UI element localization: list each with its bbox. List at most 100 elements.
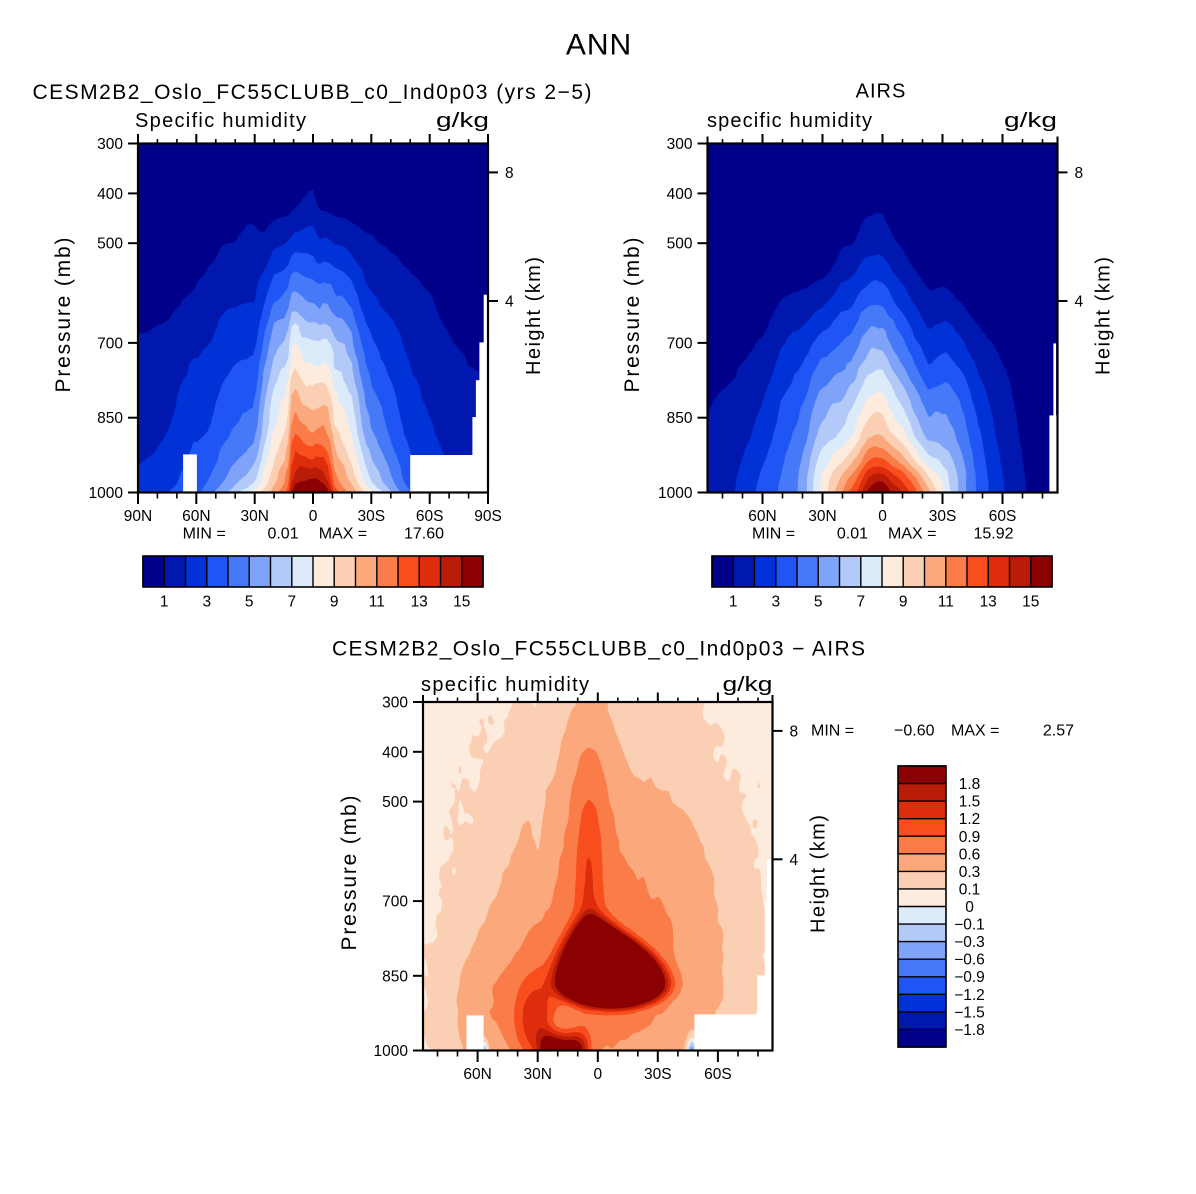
svg-text:MIN =: MIN = bbox=[752, 526, 795, 543]
svg-text:−0.3: −0.3 bbox=[954, 934, 985, 951]
svg-text:5: 5 bbox=[814, 594, 823, 611]
svg-text:1: 1 bbox=[729, 594, 738, 611]
svg-text:−1.8: −1.8 bbox=[954, 1022, 985, 1039]
svg-text:MAX =: MAX = bbox=[888, 526, 936, 543]
svg-text:60N: 60N bbox=[182, 508, 210, 525]
svg-text:60N: 60N bbox=[748, 508, 776, 525]
svg-text:1000: 1000 bbox=[374, 1043, 409, 1060]
svg-text:9: 9 bbox=[899, 594, 908, 611]
svg-text:g/kg: g/kg bbox=[1004, 110, 1057, 132]
svg-text:0.6: 0.6 bbox=[959, 846, 981, 863]
svg-text:AIRS: AIRS bbox=[856, 81, 907, 103]
svg-text:0: 0 bbox=[593, 1066, 602, 1083]
svg-text:15: 15 bbox=[1022, 594, 1039, 611]
svg-text:MAX =: MAX = bbox=[951, 723, 999, 740]
svg-text:30N: 30N bbox=[523, 1066, 551, 1083]
svg-text:0.01: 0.01 bbox=[837, 526, 868, 543]
svg-text:700: 700 bbox=[382, 894, 408, 911]
svg-text:specific humidity: specific humidity bbox=[421, 674, 589, 696]
svg-text:−0.9: −0.9 bbox=[954, 969, 985, 986]
svg-text:g/kg: g/kg bbox=[723, 674, 773, 696]
svg-text:−1.2: −1.2 bbox=[954, 987, 985, 1004]
svg-text:8: 8 bbox=[505, 165, 514, 182]
svg-text:9: 9 bbox=[330, 594, 339, 611]
svg-text:0.9: 0.9 bbox=[959, 829, 981, 846]
svg-text:−0.1: −0.1 bbox=[954, 917, 985, 934]
svg-text:−0.6: −0.6 bbox=[954, 952, 985, 969]
svg-text:500: 500 bbox=[97, 236, 123, 253]
svg-text:13: 13 bbox=[411, 594, 428, 611]
svg-text:MIN =: MIN = bbox=[183, 526, 226, 543]
svg-text:850: 850 bbox=[667, 410, 693, 427]
svg-text:4: 4 bbox=[1075, 294, 1084, 311]
svg-text:60N: 60N bbox=[463, 1066, 491, 1083]
svg-text:15.92: 15.92 bbox=[973, 526, 1013, 543]
svg-text:1: 1 bbox=[160, 594, 169, 611]
svg-text:Pressure (mb): Pressure (mb) bbox=[338, 796, 361, 951]
svg-text:−0.60: −0.60 bbox=[894, 723, 935, 740]
svg-text:500: 500 bbox=[382, 794, 408, 811]
svg-text:MAX =: MAX = bbox=[319, 526, 367, 543]
svg-text:0.01: 0.01 bbox=[267, 526, 298, 543]
svg-text:1000: 1000 bbox=[89, 485, 124, 502]
svg-text:850: 850 bbox=[97, 410, 123, 427]
svg-text:5: 5 bbox=[245, 594, 254, 611]
svg-text:90N: 90N bbox=[124, 508, 152, 525]
svg-text:Height (km): Height (km) bbox=[1093, 257, 1115, 375]
svg-text:Pressure (mb): Pressure (mb) bbox=[52, 238, 75, 393]
svg-text:1.8: 1.8 bbox=[959, 776, 981, 793]
svg-text:300: 300 bbox=[382, 695, 408, 712]
svg-text:0.1: 0.1 bbox=[959, 881, 981, 898]
svg-text:4: 4 bbox=[505, 294, 514, 311]
svg-text:400: 400 bbox=[667, 186, 693, 203]
svg-text:15: 15 bbox=[453, 594, 470, 611]
svg-text:8: 8 bbox=[1075, 165, 1084, 182]
svg-text:300: 300 bbox=[97, 136, 123, 153]
svg-text:1000: 1000 bbox=[658, 485, 693, 502]
svg-text:30S: 30S bbox=[358, 508, 386, 525]
svg-text:3: 3 bbox=[771, 594, 780, 611]
svg-text:4: 4 bbox=[790, 852, 799, 869]
svg-text:30N: 30N bbox=[240, 508, 268, 525]
svg-text:1.2: 1.2 bbox=[959, 811, 981, 828]
svg-text:7: 7 bbox=[856, 594, 865, 611]
svg-text:13: 13 bbox=[980, 594, 997, 611]
svg-text:400: 400 bbox=[382, 744, 408, 761]
svg-text:2.57: 2.57 bbox=[1043, 723, 1074, 740]
svg-text:Specific humidity: Specific humidity bbox=[135, 110, 306, 132]
svg-text:0: 0 bbox=[878, 508, 887, 525]
svg-text:850: 850 bbox=[382, 968, 408, 985]
svg-text:ANN: ANN bbox=[566, 29, 632, 62]
svg-text:400: 400 bbox=[97, 186, 123, 203]
svg-text:Height (km): Height (km) bbox=[808, 815, 830, 933]
svg-text:30S: 30S bbox=[929, 508, 957, 525]
svg-text:11: 11 bbox=[938, 594, 954, 611]
svg-text:30N: 30N bbox=[808, 508, 836, 525]
svg-text:0.3: 0.3 bbox=[959, 864, 981, 881]
svg-text:0: 0 bbox=[309, 508, 318, 525]
svg-text:700: 700 bbox=[667, 335, 693, 352]
svg-text:8: 8 bbox=[790, 723, 799, 740]
svg-text:CESM2B2_Oslo_FC55CLUBB_c0_Ind0: CESM2B2_Oslo_FC55CLUBB_c0_Ind0p03 − AIRS bbox=[332, 638, 865, 661]
svg-text:17.60: 17.60 bbox=[404, 526, 444, 543]
svg-text:500: 500 bbox=[667, 236, 693, 253]
svg-text:1.5: 1.5 bbox=[959, 794, 981, 811]
svg-text:11: 11 bbox=[369, 594, 385, 611]
svg-text:3: 3 bbox=[202, 594, 211, 611]
svg-text:MIN =: MIN = bbox=[811, 723, 854, 740]
svg-text:90S: 90S bbox=[474, 508, 502, 525]
svg-text:CESM2B2_Oslo_FC55CLUBB_c0_Ind0: CESM2B2_Oslo_FC55CLUBB_c0_Ind0p03 (yrs 2… bbox=[33, 81, 592, 104]
svg-text:0: 0 bbox=[965, 899, 974, 916]
svg-text:700: 700 bbox=[97, 335, 123, 352]
svg-text:specific humidity: specific humidity bbox=[707, 110, 872, 132]
svg-text:60S: 60S bbox=[416, 508, 444, 525]
svg-text:60S: 60S bbox=[704, 1066, 732, 1083]
svg-text:30S: 30S bbox=[644, 1066, 672, 1083]
svg-text:7: 7 bbox=[287, 594, 296, 611]
svg-text:−1.5: −1.5 bbox=[954, 1004, 985, 1021]
svg-text:300: 300 bbox=[667, 136, 693, 153]
svg-text:60S: 60S bbox=[989, 508, 1017, 525]
svg-text:Pressure (mb): Pressure (mb) bbox=[621, 238, 644, 393]
svg-text:Height (km): Height (km) bbox=[523, 257, 545, 375]
svg-text:g/kg: g/kg bbox=[436, 110, 489, 132]
